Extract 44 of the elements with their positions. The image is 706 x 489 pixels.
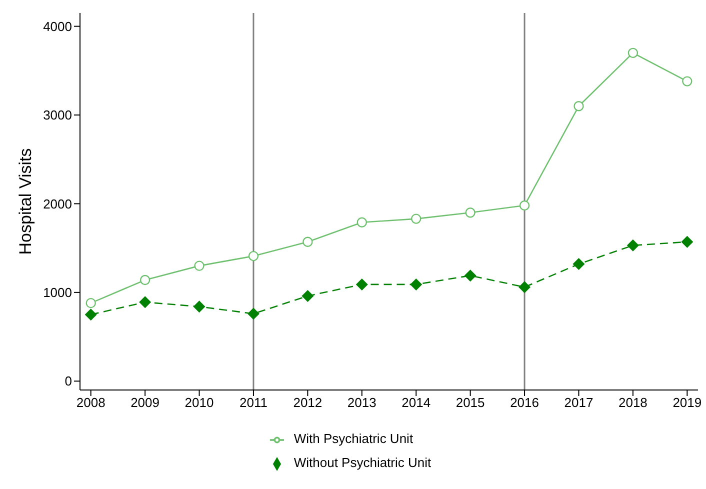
x-tick-label: 2018 xyxy=(618,395,648,410)
x-tick-label: 2013 xyxy=(347,395,376,410)
y-tick-label: 2000 xyxy=(43,196,72,212)
x-tick-label: 2019 xyxy=(672,395,702,410)
x-tick-label: 2009 xyxy=(130,395,160,410)
x-tick-label: 2015 xyxy=(456,395,485,410)
point xyxy=(682,76,692,86)
point xyxy=(356,217,367,228)
point xyxy=(519,200,530,211)
x-tick-label: 2017 xyxy=(564,395,594,410)
point xyxy=(139,296,152,308)
point xyxy=(626,239,639,252)
point xyxy=(465,207,476,218)
x-tick-label: 2014 xyxy=(402,395,431,410)
point xyxy=(247,308,260,320)
x-tick-label: 2016 xyxy=(510,395,539,410)
point xyxy=(84,308,97,321)
y-tick-label: 1000 xyxy=(43,285,72,300)
point xyxy=(681,236,694,248)
point xyxy=(86,298,96,308)
x-tick-label: 2012 xyxy=(293,395,322,410)
point xyxy=(411,214,422,224)
point xyxy=(572,258,585,270)
y-axis-title: Hospital Visits xyxy=(16,148,36,255)
y-tick-label: 4000 xyxy=(43,18,72,34)
x-tick-label: 2011 xyxy=(239,395,268,410)
point xyxy=(410,278,422,290)
point xyxy=(356,278,368,290)
point xyxy=(518,281,531,294)
point xyxy=(302,290,314,302)
point xyxy=(248,250,259,262)
point xyxy=(194,260,204,271)
legend-label: With Psychiatric Unit xyxy=(294,431,414,446)
y-tick-label: 0 xyxy=(64,374,72,389)
x-tick-label: 2008 xyxy=(76,395,106,410)
point xyxy=(628,48,638,58)
y-tick-label: 3000 xyxy=(43,108,72,123)
point xyxy=(140,274,150,286)
point xyxy=(193,300,206,313)
point xyxy=(302,236,313,247)
point xyxy=(574,101,584,112)
x-tick-label: 2010 xyxy=(184,395,214,410)
legend-label: Without Psychiatric Unit xyxy=(294,455,432,470)
point xyxy=(464,270,476,282)
